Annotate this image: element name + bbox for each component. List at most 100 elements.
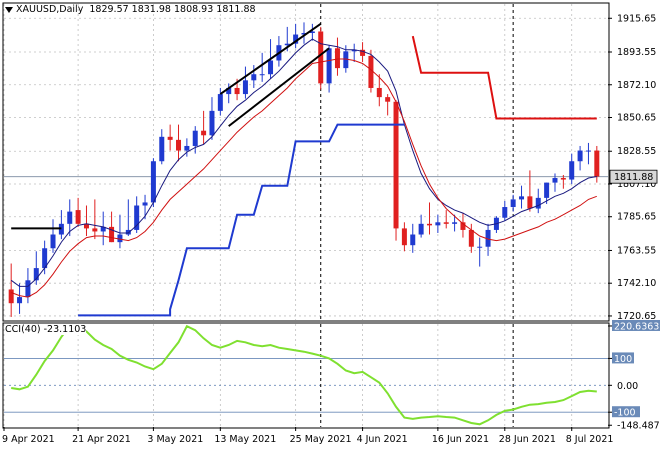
y-tick-label: 1872.10 bbox=[617, 80, 656, 91]
candle-body bbox=[125, 229, 131, 235]
x-tick-label: 28 Jun 2021 bbox=[499, 434, 556, 445]
ohlc-readout: 1829.57 1831.98 1808.93 1811.88 bbox=[89, 4, 256, 15]
cci-tick-label: -148.487 bbox=[617, 421, 660, 432]
candle-body bbox=[343, 51, 349, 69]
candle-body bbox=[519, 196, 525, 200]
candle-body bbox=[8, 289, 14, 304]
candle-body bbox=[142, 202, 148, 206]
candle-body bbox=[176, 139, 182, 151]
candle-body bbox=[560, 178, 566, 180]
candle-body bbox=[284, 43, 290, 46]
x-tick-label: 13 May 2021 bbox=[214, 434, 276, 445]
candle-body bbox=[159, 136, 165, 162]
candle-body bbox=[351, 49, 357, 52]
candle-body bbox=[318, 31, 324, 84]
candle-body bbox=[209, 110, 215, 136]
candle-body bbox=[259, 74, 265, 76]
candle-body bbox=[452, 222, 458, 224]
resistance-step-line bbox=[411, 35, 597, 120]
y-tick-label: 1915.65 bbox=[617, 13, 656, 24]
cci-tick-label: 220.6363 bbox=[614, 321, 659, 332]
x-tick-label: 8 Jul 2021 bbox=[566, 434, 614, 445]
symbol-label: XAUUSD,Daily bbox=[16, 4, 84, 15]
candle-body bbox=[527, 196, 533, 209]
chart-title: XAUUSD,Daily 1829.57 1831.98 1808.93 181… bbox=[5, 4, 256, 15]
support-step-line bbox=[78, 123, 405, 317]
y-tick-label: 1893.55 bbox=[617, 47, 656, 58]
cci-tick-label: -100 bbox=[614, 408, 636, 419]
candle-body bbox=[426, 223, 432, 226]
candle-body bbox=[418, 223, 424, 235]
price-panel-frame bbox=[2, 2, 610, 322]
trendline bbox=[219, 23, 322, 95]
candle-body bbox=[502, 207, 508, 218]
candle-body bbox=[92, 228, 98, 232]
x-tick-label: 9 Apr 2021 bbox=[2, 434, 55, 445]
cci-series bbox=[11, 324, 597, 427]
candle-body bbox=[109, 226, 115, 243]
candle-body bbox=[67, 211, 73, 224]
candle-body bbox=[360, 49, 366, 56]
candle-body bbox=[401, 228, 407, 246]
y-tick-label: 1850.65 bbox=[617, 113, 656, 124]
y-tick-label: 1828.55 bbox=[617, 146, 656, 157]
candle-body bbox=[385, 97, 391, 102]
cci-tick-label: 100 bbox=[614, 354, 632, 365]
candle-body bbox=[117, 234, 123, 243]
candle-body bbox=[326, 48, 332, 84]
candle-body bbox=[410, 234, 416, 246]
candle-body bbox=[42, 248, 48, 269]
x-tick-label: 16 Jun 2021 bbox=[432, 434, 489, 445]
x-tick-label: 21 Apr 2021 bbox=[72, 434, 131, 445]
slow-ma-line bbox=[11, 58, 597, 298]
candle-body bbox=[50, 234, 56, 249]
candle-body bbox=[368, 55, 374, 88]
candle-body bbox=[460, 222, 466, 230]
candle-body bbox=[293, 34, 299, 44]
cci-level-box bbox=[612, 319, 660, 331]
candle-body bbox=[83, 223, 89, 229]
grid bbox=[3, 4, 612, 431]
candle-body bbox=[167, 136, 173, 140]
candle-body bbox=[134, 205, 140, 230]
candle-body bbox=[301, 33, 307, 35]
y-tick-label: 1807.10 bbox=[617, 179, 656, 190]
candle-body bbox=[485, 229, 491, 247]
candle-body bbox=[33, 268, 39, 281]
cci-value: -23.1103 bbox=[43, 324, 87, 335]
candle-body bbox=[577, 150, 583, 162]
y-tick-label: 1720.65 bbox=[617, 311, 656, 322]
cci-title: CCI(40) -23.1103 bbox=[5, 324, 87, 335]
candle-body bbox=[192, 130, 198, 146]
cci-label: CCI(40) bbox=[5, 324, 41, 335]
candle-body bbox=[544, 182, 550, 198]
candle-body bbox=[569, 161, 575, 180]
candle-body bbox=[242, 80, 248, 95]
candle-body bbox=[17, 297, 23, 304]
candle-body bbox=[477, 246, 483, 248]
candle-body bbox=[334, 48, 340, 69]
candle-body bbox=[393, 101, 399, 229]
cci-tick-label: 0.00 bbox=[617, 381, 638, 392]
y-tick-label: 1763.55 bbox=[617, 245, 656, 256]
candle-body bbox=[25, 280, 31, 298]
y-tick-label: 1742.10 bbox=[617, 278, 656, 289]
candle-body bbox=[234, 87, 240, 95]
candle-body bbox=[468, 229, 474, 247]
x-tick-label: 3 May 2021 bbox=[147, 434, 203, 445]
cci-line bbox=[11, 324, 597, 426]
candle-body bbox=[594, 150, 600, 177]
price-series bbox=[4, 4, 608, 320]
candle-body bbox=[150, 161, 156, 203]
candle-body bbox=[75, 210, 81, 224]
candle-body bbox=[217, 94, 223, 111]
cci-level-box bbox=[612, 406, 640, 418]
x-tick-label: 25 May 2021 bbox=[290, 434, 352, 445]
current-price-tag: 1811.88 bbox=[609, 169, 658, 184]
candle-body bbox=[585, 150, 591, 152]
candle-body bbox=[226, 87, 232, 95]
dropdown-triangle-icon[interactable] bbox=[5, 6, 13, 13]
candle-body bbox=[552, 178, 558, 183]
